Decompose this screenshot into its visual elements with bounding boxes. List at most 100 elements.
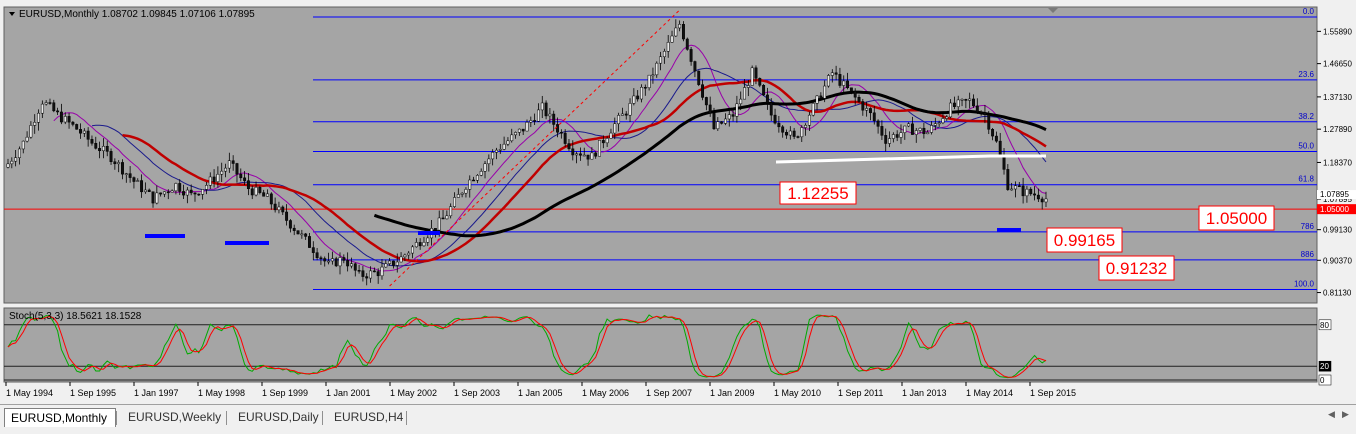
- price-chart[interactable]: 0.0 23.6 38.2 50.0 61.8 786 886 100.0 80 20 0 1.5…: [0, 0, 1356, 404]
- candle-body: [197, 193, 201, 196]
- candle: [163, 191, 166, 198]
- candle: [586, 154, 590, 166]
- candle-body: [903, 125, 907, 133]
- candle-body: [163, 191, 166, 195]
- candle: [849, 87, 853, 95]
- candle-body: [525, 121, 529, 132]
- candle-body: [620, 113, 624, 116]
- candle: [907, 122, 911, 128]
- candle: [472, 176, 476, 182]
- candle-body: [926, 132, 930, 135]
- candle-body: [937, 122, 941, 125]
- candle: [25, 131, 29, 143]
- tab-separator: [322, 411, 323, 425]
- candle-body: [613, 123, 617, 134]
- candle: [846, 72, 850, 90]
- tab-scroll-left-icon[interactable]: ◀: [1328, 409, 1335, 419]
- candle: [792, 127, 796, 140]
- tab-scroll-right-icon[interactable]: ▶: [1342, 409, 1349, 419]
- candle: [273, 197, 277, 213]
- candle-body: [1006, 169, 1010, 190]
- candle-body: [746, 85, 750, 88]
- candle: [1044, 191, 1048, 207]
- candle-body: [777, 122, 781, 128]
- candle: [174, 182, 178, 195]
- candle: [121, 159, 124, 180]
- candle: [933, 117, 937, 131]
- candle: [14, 149, 18, 167]
- candle-body: [1021, 185, 1025, 197]
- candle: [90, 135, 94, 146]
- candle-body: [796, 136, 800, 138]
- candle: [449, 203, 453, 219]
- candle: [395, 253, 399, 273]
- ohlc-header: EURUSD,Monthly 1.08702 1.09845 1.07106 1…: [19, 9, 255, 20]
- candle: [891, 132, 895, 143]
- candle: [544, 100, 548, 120]
- price-callout-box: [1198, 205, 1275, 231]
- tab-eurusd-daily[interactable]: EURUSD,Daily: [238, 410, 319, 424]
- candle: [517, 128, 521, 136]
- candle-body: [304, 233, 308, 237]
- candle-body: [758, 78, 762, 86]
- candle: [250, 185, 254, 200]
- candle-body: [735, 103, 739, 117]
- candle-body: [86, 130, 90, 140]
- symbol-menu-icon[interactable]: [9, 12, 15, 16]
- candle-body: [456, 194, 460, 198]
- candle-body: [750, 67, 754, 86]
- candle-body: [498, 149, 502, 151]
- stoch-label: Stoch(5,3,3) 18.5621 18.1528: [9, 311, 142, 322]
- candle-body: [533, 120, 537, 122]
- shift-marker-icon[interactable]: [1048, 8, 1058, 13]
- candle: [1006, 164, 1010, 191]
- candle: [369, 266, 372, 283]
- candle-body: [372, 270, 376, 273]
- candle: [204, 182, 208, 195]
- candle-body: [739, 98, 743, 105]
- candle-body: [987, 114, 991, 130]
- candle: [6, 158, 10, 169]
- candle: [590, 147, 594, 160]
- candle-body: [411, 246, 414, 254]
- x-tick-label: 1 May 2006: [582, 388, 629, 398]
- candle-body: [556, 124, 559, 133]
- candle-body: [330, 258, 334, 262]
- tab-eurusd-h4[interactable]: EURUSD,H4: [334, 410, 404, 424]
- candle: [922, 122, 926, 139]
- candle: [140, 174, 144, 198]
- candle-body: [975, 105, 979, 113]
- candle: [475, 174, 479, 184]
- candle-body: [269, 193, 273, 205]
- candle: [59, 103, 63, 125]
- candle-body: [239, 173, 243, 179]
- candle-body: [598, 140, 601, 157]
- candle-body: [582, 154, 586, 157]
- tab-separator: [226, 411, 227, 425]
- candle: [109, 148, 113, 165]
- last-close-tag-label: 1.07895: [1320, 190, 1349, 199]
- candle: [643, 84, 647, 96]
- candle-body: [464, 189, 468, 194]
- candle: [327, 252, 331, 265]
- candle: [254, 181, 258, 197]
- x-tick-label: 1 Sep 2011: [838, 388, 883, 398]
- candle: [769, 98, 773, 122]
- tab-eurusd-monthly[interactable]: EURUSD,Monthly: [4, 408, 116, 427]
- candle-body: [235, 163, 239, 175]
- candle: [1040, 196, 1044, 210]
- candle: [617, 112, 621, 132]
- candle: [914, 127, 918, 143]
- candle: [170, 189, 174, 193]
- candle-body: [399, 256, 403, 263]
- candle: [182, 184, 185, 200]
- candle: [723, 113, 727, 126]
- candle: [521, 128, 525, 135]
- candle: [632, 88, 636, 106]
- x-tick-label: 1 Sep 2003: [454, 388, 500, 398]
- fib-level-label: 786: [1301, 222, 1315, 231]
- candle: [529, 116, 533, 128]
- candle: [17, 146, 21, 165]
- tab-eurusd-weekly[interactable]: EURUSD,Weekly: [128, 410, 222, 424]
- candle: [739, 91, 743, 111]
